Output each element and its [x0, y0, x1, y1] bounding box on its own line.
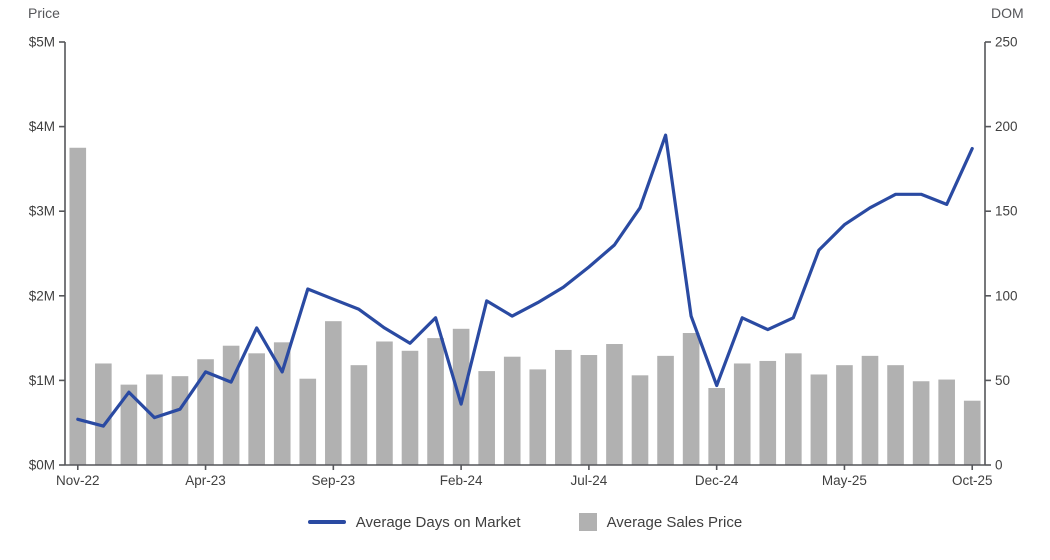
bar-average-sales-price [222, 345, 240, 465]
combo-chart-plot: $0M $1M $2M $3M $4M $5M 0 50 100 150 200 250 Nov-22 A… [29, 35, 1018, 489]
bar-average-sales-price [785, 353, 802, 465]
bar-average-sales-price [248, 353, 265, 465]
line-series-swatch-icon [307, 520, 346, 524]
x-axis-tick-label: Nov-22 [56, 473, 100, 488]
y-axis-left-tick-label: $5M [29, 35, 55, 50]
x-axis-tick-label: Apr-23 [185, 473, 226, 488]
bar-average-sales-price [452, 328, 470, 465]
bar-average-sales-price [580, 355, 598, 465]
bar-average-sales-price [69, 147, 87, 465]
bar-average-sales-price [963, 400, 981, 465]
bar-average-sales-price [299, 378, 317, 465]
bar-average-sales-price [146, 374, 163, 465]
bar-average-sales-price [376, 341, 393, 465]
bar-average-sales-price [555, 349, 572, 465]
y-axis-right-tick-label: 200 [995, 119, 1018, 134]
legend-item-sales-price: Average Sales Price [578, 513, 743, 531]
bar-average-sales-price [938, 379, 955, 465]
bar-average-sales-price [861, 355, 879, 465]
y-axis-right-tick-label: 100 [995, 288, 1018, 303]
bar-average-sales-price [503, 356, 521, 465]
bar-average-sales-price [95, 363, 112, 465]
x-axis-tick-label: May-25 [822, 473, 867, 488]
bar-average-sales-price [273, 342, 291, 465]
y-axis-left-tick-label: $3M [29, 204, 55, 219]
x-axis-tick-label: Oct-25 [952, 473, 993, 488]
line-average-days-on-market [76, 133, 974, 428]
bar-average-sales-price [529, 369, 547, 465]
x-axis-tick-label: Sep-23 [312, 473, 356, 488]
bar-average-sales-price [682, 333, 700, 465]
bar-average-sales-price [708, 388, 725, 465]
y-axis-right-tick-label: 250 [995, 35, 1018, 50]
y-axis-right-tick-label: 150 [995, 204, 1018, 219]
bar-average-sales-price [171, 376, 189, 465]
bar-average-sales-price [887, 365, 904, 465]
bar-average-sales-price [759, 360, 777, 465]
y-axis-right-tick-label: 50 [995, 373, 1010, 388]
bar-average-sales-price [631, 375, 649, 465]
left-axis-title: Price [28, 5, 60, 21]
bar-average-sales-price [401, 350, 419, 465]
bar-average-sales-price [912, 381, 930, 465]
y-axis-left-tick-label: $1M [29, 373, 55, 388]
chart-legend: Average Days on Market Average Sales Pri… [0, 513, 1050, 531]
legend-label-days-on-market: Average Days on Market [355, 513, 521, 531]
bar-average-sales-price [197, 359, 214, 465]
bar-average-sales-price [325, 321, 342, 465]
bar-average-sales-price [120, 384, 138, 465]
legend-label-sales-price: Average Sales Price [606, 513, 743, 531]
x-axis-tick-label: Dec-24 [695, 473, 739, 488]
bar-series-swatch-icon [578, 513, 597, 531]
bar-average-sales-price [427, 338, 444, 465]
bar-average-sales-price [606, 344, 623, 465]
bar-average-sales-price [478, 371, 495, 465]
y-axis-left-tick-label: $2M [29, 288, 55, 303]
y-axis-right-tick-label: 0 [995, 458, 1003, 473]
y-axis-left-tick-label: $4M [29, 119, 55, 134]
bar-average-sales-price [657, 355, 674, 465]
y-axis-left-tick-label: $0M [29, 458, 55, 473]
bar-average-sales-price [350, 365, 368, 465]
x-axis-tick-label: Feb-24 [440, 473, 483, 488]
bar-average-sales-price [836, 365, 853, 465]
bar-average-sales-price [810, 374, 828, 465]
legend-item-days-on-market: Average Days on Market [307, 513, 521, 531]
x-axis-tick-label: Jul-24 [570, 473, 607, 488]
bar-average-sales-price [733, 363, 751, 465]
right-axis-title: DOM [991, 5, 1024, 21]
